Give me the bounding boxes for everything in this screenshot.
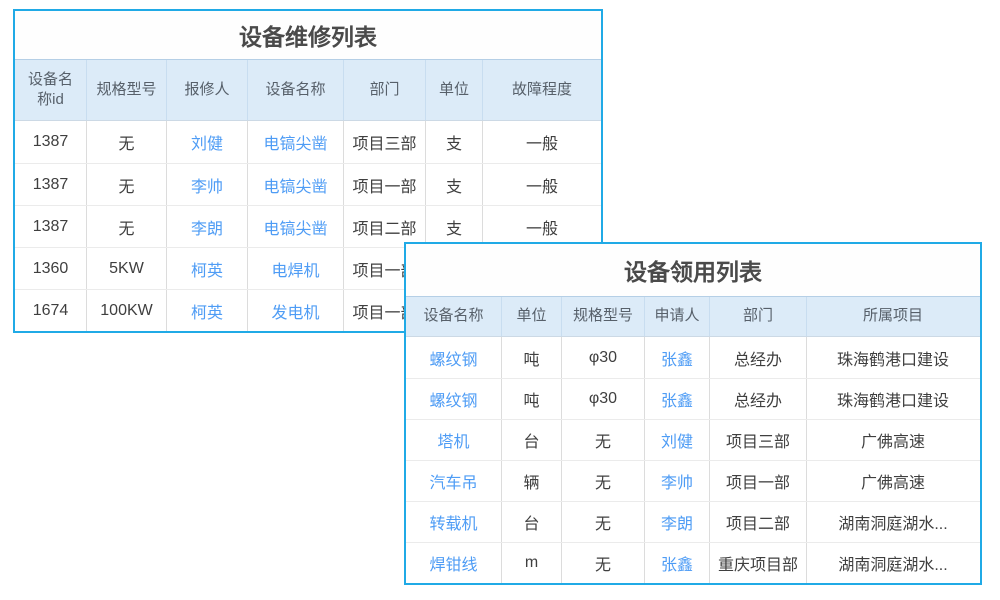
repair-col-header: 部门 — [344, 60, 426, 120]
device-name-link[interactable]: 电焊机 — [248, 248, 344, 289]
table-row: 螺纹钢 吨 φ30 张鑫 总经办 珠海鹤港口建设 — [406, 337, 980, 378]
cell-unit: m — [502, 543, 562, 583]
repair-col-header: 规格型号 — [87, 60, 167, 120]
requisition-col-header: 规格型号 — [562, 297, 645, 336]
reporter-link[interactable]: 李朗 — [167, 206, 248, 247]
reporter-link[interactable]: 刘健 — [167, 121, 248, 163]
device-name-link[interactable]: 塔机 — [406, 420, 502, 460]
cell-severity: 一般 — [525, 136, 558, 153]
reporter-link[interactable]: 李帅 — [167, 164, 248, 205]
cell-spec: 无 — [87, 206, 167, 247]
applicant-link[interactable]: 张鑫 — [645, 379, 710, 419]
table-row: 螺纹钢 吨 φ30 张鑫 总经办 珠海鹤港口建设 — [406, 378, 980, 419]
cell-spec: 无 — [562, 420, 645, 460]
cell-department: 总经办 — [710, 337, 807, 378]
cell-device-id: 1674 — [15, 290, 87, 331]
device-name-link[interactable]: 螺纹钢 — [406, 337, 502, 378]
requisition-col-header: 所属项目 — [862, 307, 923, 325]
cell-department: 总经办 — [710, 379, 807, 419]
cell-spec: φ30 — [562, 337, 645, 378]
applicant-link[interactable]: 张鑫 — [645, 337, 710, 378]
cell-spec: 无 — [87, 121, 167, 163]
cell-department: 项目一部 — [710, 461, 807, 501]
cell-project: 广佛高速 — [860, 434, 925, 451]
cell-spec: 5KW — [87, 248, 167, 289]
device-name-link[interactable]: 螺纹钢 — [406, 379, 502, 419]
repair-col-header: 报修人 — [167, 60, 248, 120]
requisition-table-title: 设备领用列表 — [406, 244, 980, 296]
cell-unit: 台 — [502, 420, 562, 460]
device-name-link[interactable]: 汽车吊 — [406, 461, 502, 501]
table-row: 1387 无 李朗 电镐尖凿 项目二部 支 一般 — [15, 205, 601, 247]
table-row: 焊钳线 m 无 张鑫 重庆项目部 湖南洞庭湖水... — [406, 542, 980, 583]
device-name-link[interactable]: 电镐尖凿 — [248, 206, 344, 247]
applicant-link[interactable]: 刘健 — [645, 420, 710, 460]
applicant-link[interactable]: 张鑫 — [645, 543, 710, 583]
cell-project: 珠海鹤港口建设 — [836, 351, 949, 369]
requisition-col-header: 单位 — [502, 297, 562, 336]
table-row: 汽车吊 辆 无 李帅 项目一部 广佛高速 — [406, 460, 980, 501]
requisition-col-header: 部门 — [710, 297, 807, 336]
cell-unit: 吨 — [502, 337, 562, 378]
cell-department: 重庆项目部 — [710, 543, 807, 583]
cell-device-id: 1387 — [15, 164, 87, 205]
cell-spec: 100KW — [87, 290, 167, 331]
repair-col-header: 单位 — [426, 60, 483, 120]
table-row: 塔机 台 无 刘健 项目三部 广佛高速 — [406, 419, 980, 460]
device-name-link[interactable]: 发电机 — [248, 290, 344, 331]
cell-device-id: 1387 — [15, 206, 87, 247]
device-name-link[interactable]: 转载机 — [406, 502, 502, 542]
cell-device-id: 1387 — [15, 121, 87, 163]
cell-severity: 一般 — [525, 220, 558, 238]
cell-spec: 无 — [562, 461, 645, 501]
repair-table-header-row: 设备名称id 规格型号 报修人 设备名称 部门 单位 故障程度 — [15, 59, 601, 121]
requisition-table-card: 设备领用列表 设备名称 单位 规格型号 申请人 部门 所属项目 螺纹钢 吨 φ3… — [404, 242, 982, 585]
cell-unit: 辆 — [502, 461, 562, 501]
cell-department: 项目三部 — [344, 121, 426, 163]
device-name-link[interactable]: 焊钳线 — [406, 543, 502, 583]
cell-unit: 支 — [426, 206, 483, 247]
requisition-col-header: 设备名称 — [406, 297, 502, 336]
cell-department: 项目二部 — [344, 206, 426, 247]
reporter-link[interactable]: 柯英 — [167, 290, 248, 331]
cell-unit: 台 — [502, 502, 562, 542]
cell-unit: 吨 — [502, 379, 562, 419]
requisition-col-header: 申请人 — [645, 297, 710, 336]
device-name-link[interactable]: 电镐尖凿 — [248, 164, 344, 205]
table-row: 1387 无 李帅 电镐尖凿 项目一部 支 一般 — [15, 163, 601, 205]
cell-spec: φ30 — [562, 379, 645, 419]
repair-table-title: 设备维修列表 — [15, 11, 601, 59]
device-name-link[interactable]: 电镐尖凿 — [248, 121, 344, 163]
repair-col-header: 设备名称 — [248, 60, 344, 120]
repair-col-header: 设备名称id — [15, 60, 87, 120]
cell-project: 广佛高速 — [860, 475, 925, 492]
applicant-link[interactable]: 李朗 — [645, 502, 710, 542]
cell-spec: 无 — [562, 502, 645, 542]
cell-severity: 一般 — [525, 178, 558, 196]
table-row: 转载机 台 无 李朗 项目二部 湖南洞庭湖水... — [406, 501, 980, 542]
cell-department: 项目二部 — [710, 502, 807, 542]
repair-table-card: 设备维修列表 设备名称id 规格型号 报修人 设备名称 部门 单位 故障程度 1… — [13, 9, 603, 333]
cell-device-id: 1360 — [15, 248, 87, 289]
cell-unit: 支 — [426, 164, 483, 205]
applicant-link[interactable]: 李帅 — [645, 461, 710, 501]
reporter-link[interactable]: 柯英 — [167, 248, 248, 289]
repair-col-header: 故障程度 — [511, 80, 572, 98]
table-row: 1387 无 刘健 电镐尖凿 项目三部 支 一般 — [15, 121, 601, 163]
cell-department: 项目一部 — [344, 164, 426, 205]
cell-department: 项目三部 — [710, 420, 807, 460]
cell-unit: 支 — [426, 121, 483, 163]
cell-project: 珠海鹤港口建设 — [836, 393, 949, 410]
cell-spec: 无 — [562, 543, 645, 583]
cell-project: 湖南洞庭湖水... — [838, 516, 948, 533]
cell-project: 湖南洞庭湖水... — [838, 557, 948, 574]
requisition-table-header-row: 设备名称 单位 规格型号 申请人 部门 所属项目 — [406, 296, 980, 337]
cell-spec: 无 — [87, 164, 167, 205]
